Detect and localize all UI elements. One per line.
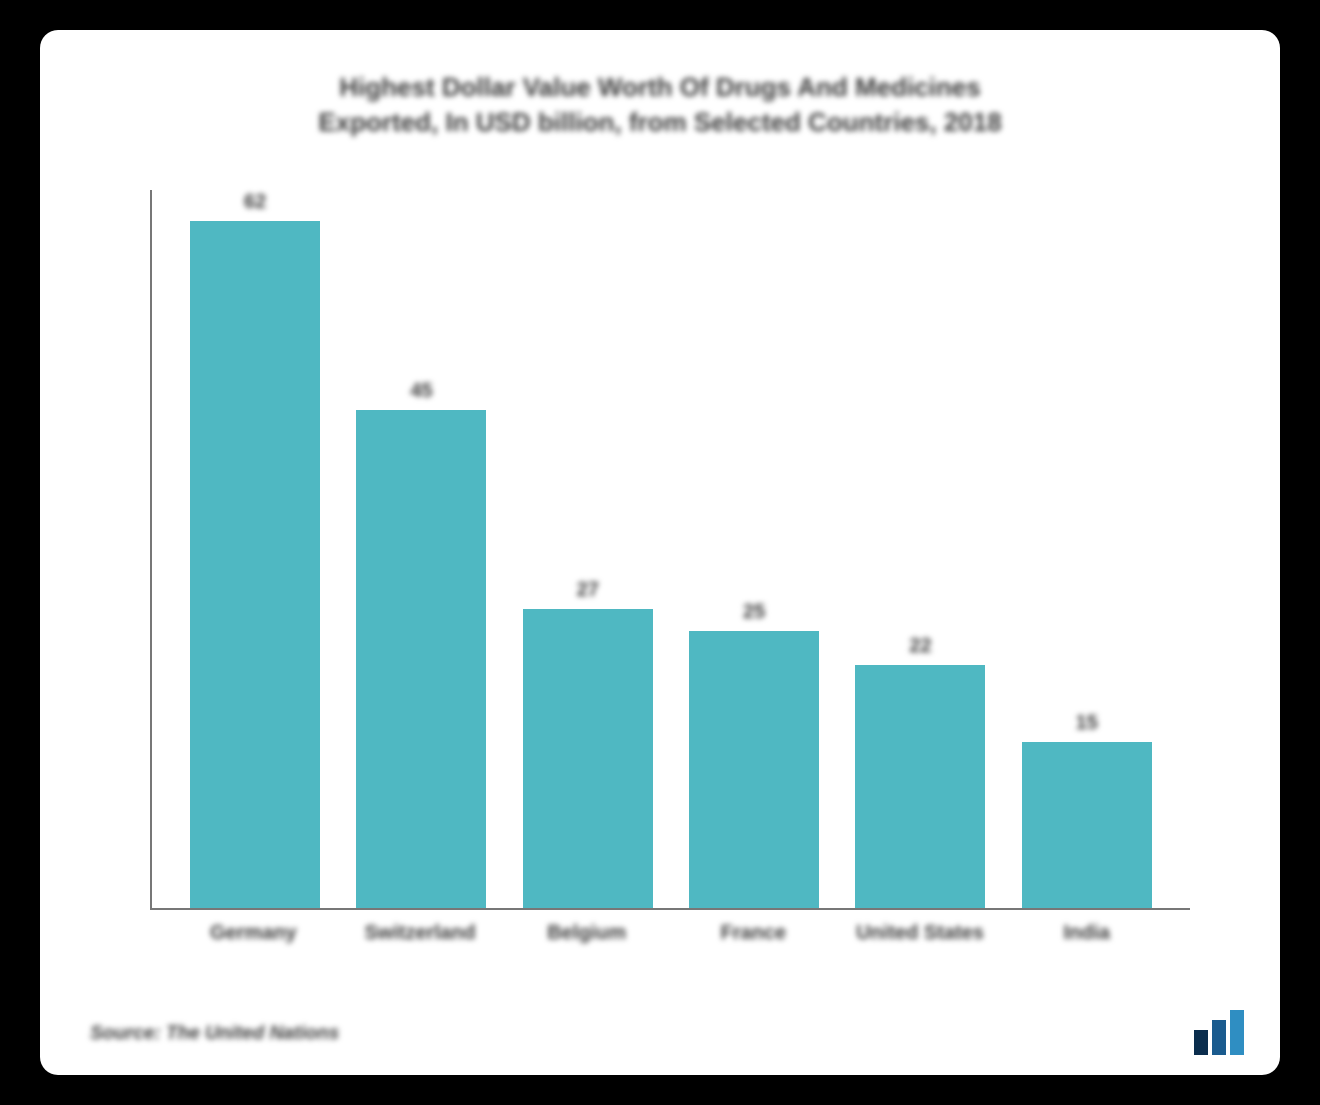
chart-area: 624527252215 GermanySwitzerlandBelgiumFr… (90, 170, 1230, 983)
x-axis-label: United States (837, 922, 1004, 945)
bar-value-label: 22 (855, 635, 985, 658)
bar: 62 (190, 221, 320, 908)
bar: 22 (855, 665, 985, 909)
bar-slot: 25 (671, 631, 837, 908)
x-axis-label: Belgium (503, 922, 670, 945)
x-axis-label: Switzerland (337, 922, 504, 945)
title-line-1: Highest Dollar Value Worth Of Drugs And … (90, 70, 1230, 105)
x-axis-label: India (1003, 922, 1170, 945)
bar: 15 (1022, 742, 1152, 908)
bar: 45 (356, 410, 486, 908)
chart-card: Highest Dollar Value Worth Of Drugs And … (40, 30, 1280, 1075)
source-text: Source: The United Nations (90, 1023, 1230, 1045)
bar-slot: 15 (1004, 742, 1170, 908)
bar: 25 (689, 631, 819, 908)
bar-slot: 62 (172, 221, 338, 908)
bar: 27 (523, 609, 653, 908)
bar-value-label: 62 (190, 191, 320, 214)
plot: 624527252215 (150, 190, 1190, 910)
title-line-2: Exported, In USD billion, from Selected … (90, 105, 1230, 140)
bar-slot: 22 (837, 665, 1003, 909)
bar-value-label: 45 (356, 380, 486, 403)
x-axis-label: France (670, 922, 837, 945)
bar-slot: 27 (505, 609, 671, 908)
bar-value-label: 25 (689, 601, 819, 624)
x-axis-labels: GermanySwitzerlandBelgiumFranceUnited St… (150, 910, 1190, 945)
bar-slot: 45 (338, 410, 504, 908)
brand-logo-icon (1190, 1010, 1250, 1055)
bar-value-label: 15 (1022, 712, 1152, 735)
x-axis-label: Germany (170, 922, 337, 945)
chart-title: Highest Dollar Value Worth Of Drugs And … (90, 70, 1230, 140)
bars-container: 624527252215 (152, 190, 1190, 908)
bar-value-label: 27 (523, 579, 653, 602)
